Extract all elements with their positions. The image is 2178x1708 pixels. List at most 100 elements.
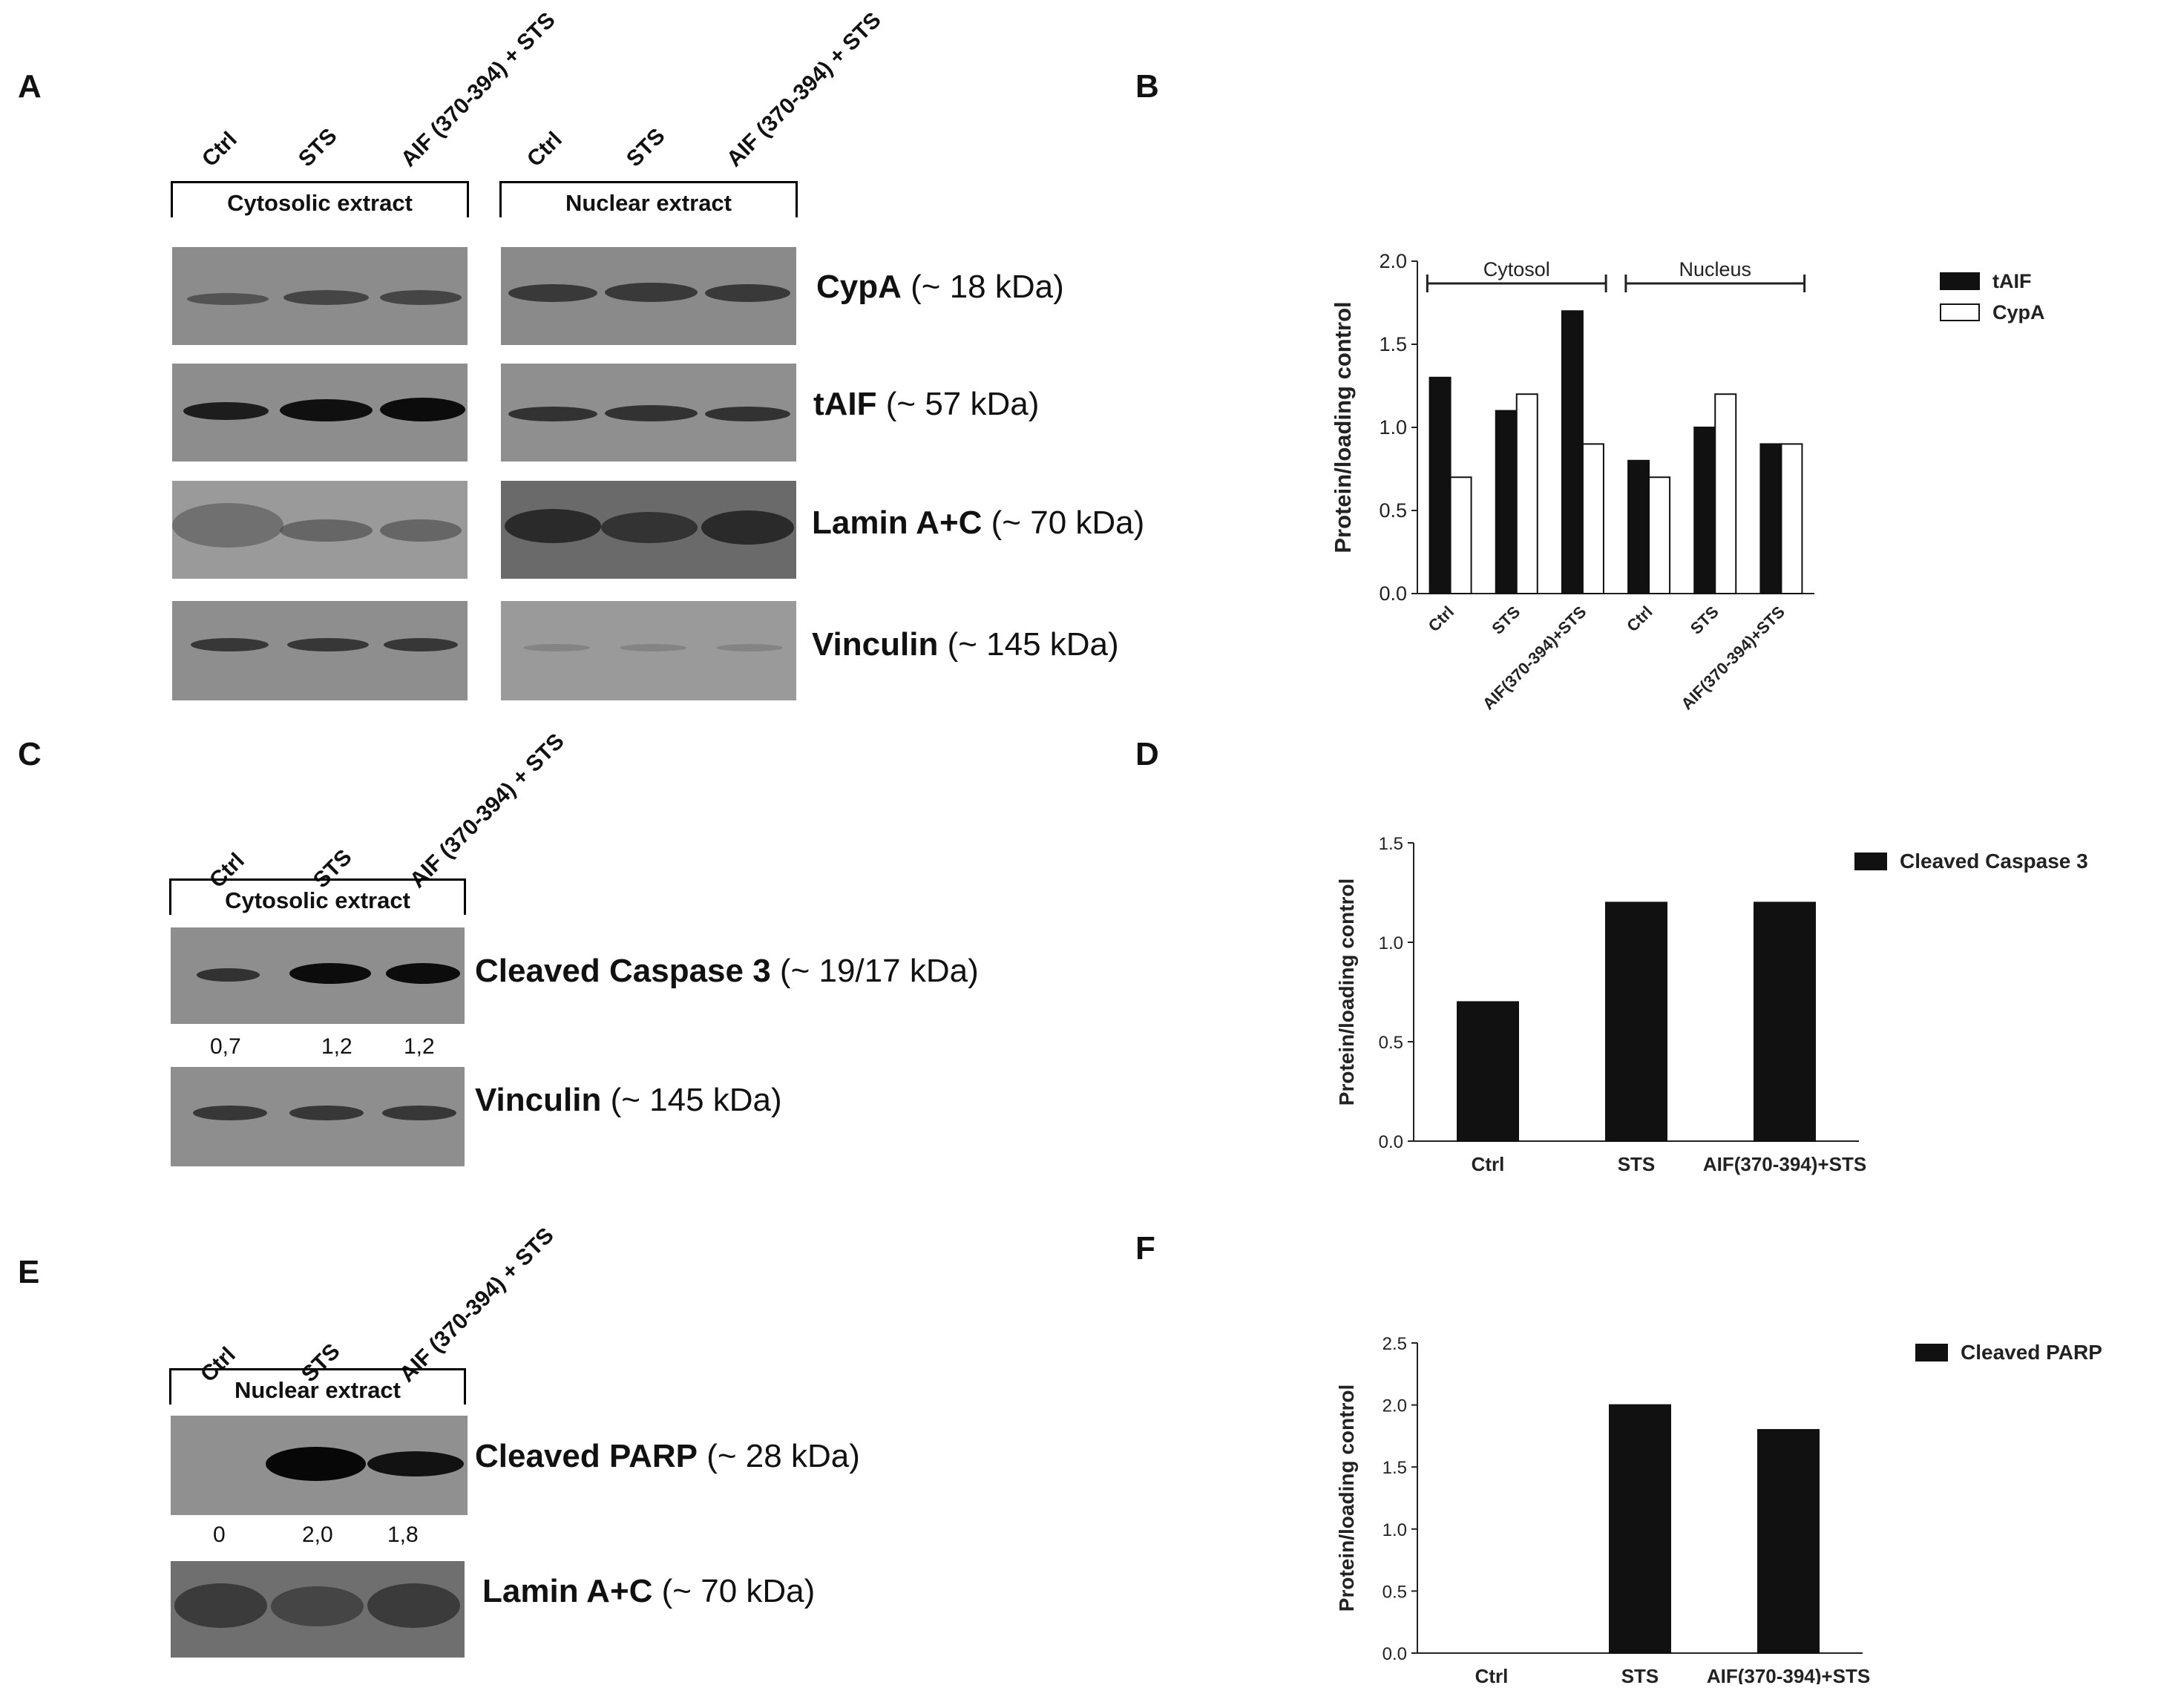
bar xyxy=(1449,476,1472,595)
protein-size: (~ 18 kDa) xyxy=(911,269,1064,305)
blot-label-a-lamin: Lamin A+C (~ 70 kDa) xyxy=(812,505,1144,542)
band xyxy=(271,1586,364,1626)
bar xyxy=(1605,901,1667,1143)
y-tick-label: 0.0 xyxy=(1382,1644,1407,1664)
band xyxy=(505,509,601,543)
legend-label: CypA xyxy=(1992,301,2045,323)
quant-e-sts: 2,0 xyxy=(302,1523,333,1547)
y-tick-label: 2.0 xyxy=(1379,250,1407,272)
protein-size: (~ 57 kDa) xyxy=(885,386,1040,422)
band xyxy=(183,402,269,420)
bar xyxy=(1648,476,1671,595)
quant-c-ctrl: 0,7 xyxy=(210,1034,241,1059)
bar xyxy=(1495,410,1518,594)
legend-swatch xyxy=(1854,853,1887,870)
blot-a-vinculin-cytosolic xyxy=(172,601,468,700)
bracket-label-a-cytosolic: Cytosolic extract xyxy=(227,190,413,216)
band xyxy=(187,293,269,305)
blot-a-lamin-cytosolic xyxy=(172,481,468,579)
band xyxy=(384,638,458,651)
x-tick-label: STS xyxy=(1687,602,1722,638)
bar xyxy=(1457,1001,1519,1142)
blot-a-taif-nuclear xyxy=(501,364,796,462)
band xyxy=(605,283,698,302)
protein-size: (~ 19/17 kDa) xyxy=(779,953,979,989)
band xyxy=(601,512,698,543)
protein-name: Cleaved Caspase 3 xyxy=(475,953,771,989)
band xyxy=(280,399,373,421)
bracket-a-cytosolic xyxy=(171,181,469,217)
panel-letter-e: E xyxy=(18,1254,40,1290)
group-label: Nucleus xyxy=(1679,258,1751,280)
bar xyxy=(1561,310,1584,594)
band xyxy=(508,284,597,302)
blot-label-c-caspase3: Cleaved Caspase 3 (~ 19/17 kDa) xyxy=(475,953,979,990)
panel-letter-b: B xyxy=(1135,68,1159,105)
protein-size: (~ 70 kDa) xyxy=(661,1573,816,1609)
protein-name: Lamin A+C xyxy=(812,505,983,541)
blot-label-a-vinculin: Vinculin (~ 145 kDa) xyxy=(812,626,1119,663)
band xyxy=(705,284,790,302)
y-tick-label: 1.5 xyxy=(1379,333,1407,355)
band xyxy=(605,405,698,421)
quant-e-ctrl: 0 xyxy=(213,1523,226,1547)
band xyxy=(386,963,460,984)
bar xyxy=(1693,427,1716,594)
y-tick-label: 2.5 xyxy=(1382,1334,1407,1354)
bracket-label-e-nuclear: Nuclear extract xyxy=(234,1377,401,1403)
group-label: Cytosol xyxy=(1483,258,1550,280)
protein-name: tAIF xyxy=(813,386,877,422)
x-tick-label: STS xyxy=(1618,1153,1656,1175)
lane-label-a-nuc-aif: AIF (370-394) + STS xyxy=(721,7,886,172)
y-tick-label: 0.5 xyxy=(1379,1033,1403,1053)
blot-a-lamin-nuclear xyxy=(501,481,796,579)
panel-letter-f: F xyxy=(1135,1230,1155,1267)
band xyxy=(523,644,590,651)
protein-name: Vinculin xyxy=(475,1082,602,1118)
x-tick-label: Ctrl xyxy=(1475,1665,1509,1684)
blot-a-cypa-cytosolic xyxy=(172,247,468,345)
lane-label-a-cyto-sts: STS xyxy=(293,123,342,172)
blot-label-e-parp: Cleaved PARP (~ 28 kDa) xyxy=(475,1438,860,1475)
protein-name: Lamin A+C xyxy=(482,1573,653,1609)
protein-name: CypA xyxy=(816,269,902,305)
chart-d: 0.0 0.5 1.0 1.5 Protein/loading control Ctrl S… xyxy=(1335,834,2088,1175)
band xyxy=(367,1451,464,1477)
band xyxy=(380,290,462,305)
legend-label: Cleaved Caspase 3 xyxy=(1900,850,2088,873)
band xyxy=(172,503,283,548)
protein-name: Vinculin xyxy=(812,626,939,663)
bar xyxy=(1759,443,1782,594)
blot-label-a-cypa: CypA (~ 18 kDa) xyxy=(816,269,1064,306)
legend-swatch xyxy=(1915,1344,1948,1362)
band xyxy=(283,290,369,305)
legend-label: tAIF xyxy=(1992,270,2031,292)
lane-label-c-aif: AIF (370-394) + STS xyxy=(404,729,569,893)
lane-label-a-nuc-sts: STS xyxy=(621,123,670,172)
y-tick-label: 1.0 xyxy=(1379,416,1407,439)
band xyxy=(266,1447,366,1481)
chart-f: 0.0 0.5 1.0 1.5 2.0 2.5 Protein/loading contro… xyxy=(1335,1334,2102,1684)
blot-label-e-lamin: Lamin A+C (~ 70 kDa) xyxy=(482,1573,815,1610)
y-tick-label: 1.0 xyxy=(1379,933,1403,953)
blot-a-taif-cytosolic xyxy=(172,364,468,462)
blot-a-vinculin-nuclear xyxy=(501,601,796,700)
band xyxy=(191,638,269,651)
bar xyxy=(1754,901,1816,1143)
band xyxy=(705,407,790,421)
x-tick-label: STS xyxy=(1621,1665,1659,1684)
panel-letter-d: D xyxy=(1135,736,1159,772)
x-tick-label: AIF(370-394)+STS xyxy=(1707,1665,1870,1684)
blot-a-cypa-nuclear xyxy=(501,247,796,345)
band xyxy=(508,407,597,421)
protein-size: (~ 145 kDa) xyxy=(947,626,1119,663)
x-tick-label: Ctrl xyxy=(1472,1153,1505,1175)
bar xyxy=(1714,393,1737,594)
chart-b: 0.0 0.5 1.0 1.5 2.0 Protein/loading control Ct… xyxy=(1330,250,2045,713)
band xyxy=(197,968,260,982)
blot-c-caspase3 xyxy=(171,927,465,1024)
x-tick-label: STS xyxy=(1488,602,1523,638)
lane-label-a-nuc-ctrl: Ctrl xyxy=(522,127,567,172)
y-tick-label: 1.5 xyxy=(1379,834,1403,854)
quant-c-aif: 1,2 xyxy=(404,1034,435,1059)
